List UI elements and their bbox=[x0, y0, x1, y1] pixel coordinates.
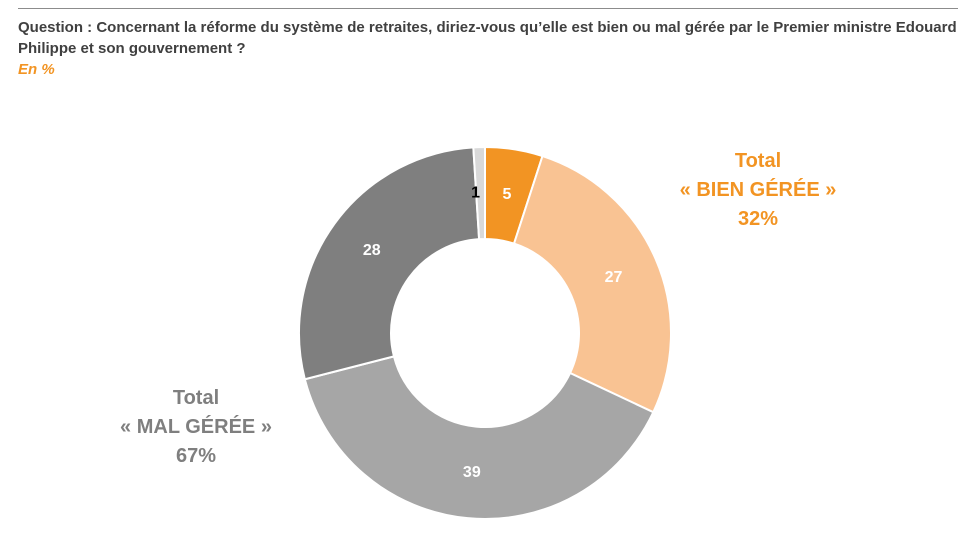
callout-mal-line1: Total bbox=[172, 387, 220, 409]
callout-mal-line2: « MAL GÉRÉE » bbox=[120, 416, 272, 438]
chart-unit: En % bbox=[18, 61, 55, 78]
donut-data-label-1: 5 bbox=[502, 186, 511, 203]
donut-slices bbox=[298, 145, 672, 520]
donut-data-label-2: 27 bbox=[605, 269, 623, 286]
donut-data-label-3: 39 bbox=[463, 464, 481, 481]
donut-slice-3 bbox=[303, 355, 655, 520]
callout-bien-line2: « BIEN GÉRÉE » bbox=[679, 179, 837, 201]
donut-data-label-4: 28 bbox=[363, 242, 381, 259]
header-rule bbox=[18, 8, 958, 9]
chart-question: Question : Concernant la réforme du syst… bbox=[18, 19, 957, 57]
donut-slice-5 bbox=[472, 145, 486, 241]
donut-data-label-5: 1 bbox=[471, 185, 480, 202]
callout-mal-total: 67% bbox=[175, 445, 217, 467]
donut-slice-4 bbox=[298, 146, 481, 381]
callout-bien-line1: Total bbox=[734, 150, 782, 172]
callout-bien-geree: Total « BIEN GÉRÉE » 32% bbox=[670, 147, 846, 234]
callout-mal-geree: Total « MAL GÉRÉE » 67% bbox=[104, 384, 288, 471]
donut-slice-2 bbox=[512, 154, 672, 414]
donut-data-labels: 5 27 39 28 1 bbox=[363, 185, 623, 481]
callout-bien-total: 32% bbox=[737, 208, 779, 230]
